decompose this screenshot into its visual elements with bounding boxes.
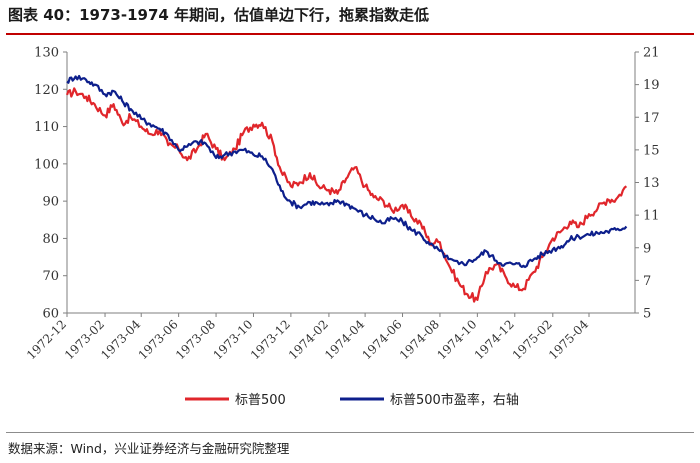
y-right-tick-label: 17 (643, 111, 660, 126)
chart-series (65, 74, 628, 303)
y-left-tick-label: 80 (42, 232, 59, 247)
y-left-tick-label: 120 (34, 83, 59, 98)
x-tick-label: 1974-10 (434, 317, 479, 362)
chart-legend: 标普500 标普500市盈率，右轴 (185, 392, 519, 408)
x-tick-label: 1974-04 (322, 317, 367, 362)
x-tick-label: 1974-06 (359, 317, 404, 362)
y-right-tick-label: 15 (643, 143, 660, 158)
y-right-tick-label: 21 (643, 46, 660, 61)
y-left-tick-label: 90 (42, 195, 59, 210)
x-tick-label: 1973-10 (210, 317, 255, 362)
y-right-tick-label: 11 (643, 209, 660, 224)
legend-item-pe-label: 标普500市盈率，右轴 (390, 392, 519, 408)
chart-axes: 60 70 80 90 100 110 120 130 5 7 9 11 13 15 17 19 21 1972-… (24, 46, 660, 363)
x-tick-label: 1972-12 (24, 317, 69, 362)
series-line-pe (66, 74, 628, 269)
line-chart: 60 70 80 90 100 110 120 130 5 7 9 11 13 15 17 19 21 1972-… (24, 46, 660, 409)
legend-item-sp500-label: 标普500 (235, 393, 286, 408)
y-right-tick-label: 7 (643, 274, 651, 289)
x-tick-label: 1973-06 (136, 317, 181, 362)
source-note: 数据来源：Wind，兴业证券经济与金融研究院整理 (8, 441, 290, 456)
title-rule (6, 33, 694, 35)
y-left-tick-label: 130 (34, 46, 59, 61)
x-tick-label: 1974-08 (397, 317, 442, 362)
y-left-tick-label: 70 (42, 269, 59, 284)
x-tick-label: 1973-08 (173, 317, 218, 362)
y-right-tick-label: 13 (643, 176, 660, 191)
y-left-tick-label: 100 (34, 157, 59, 172)
x-tick-label: 1974-12 (472, 317, 517, 362)
series-line-sp500 (65, 87, 628, 303)
x-tick-label: 1975-04 (546, 317, 591, 362)
x-tick-label: 1973-12 (248, 317, 293, 362)
y-left-tick-label: 60 (42, 307, 59, 322)
y-left-tick-label: 110 (34, 120, 59, 135)
source-rule (6, 432, 694, 433)
y-right-tick-label: 19 (643, 78, 660, 93)
y-right-tick-label: 5 (643, 307, 651, 322)
chart-title: 图表 40：1973-1974 年期间，估值单边下行，拖累指数走低 (8, 6, 430, 24)
x-tick-label: 1973-04 (98, 317, 143, 362)
y-right-tick-label: 9 (643, 241, 651, 256)
